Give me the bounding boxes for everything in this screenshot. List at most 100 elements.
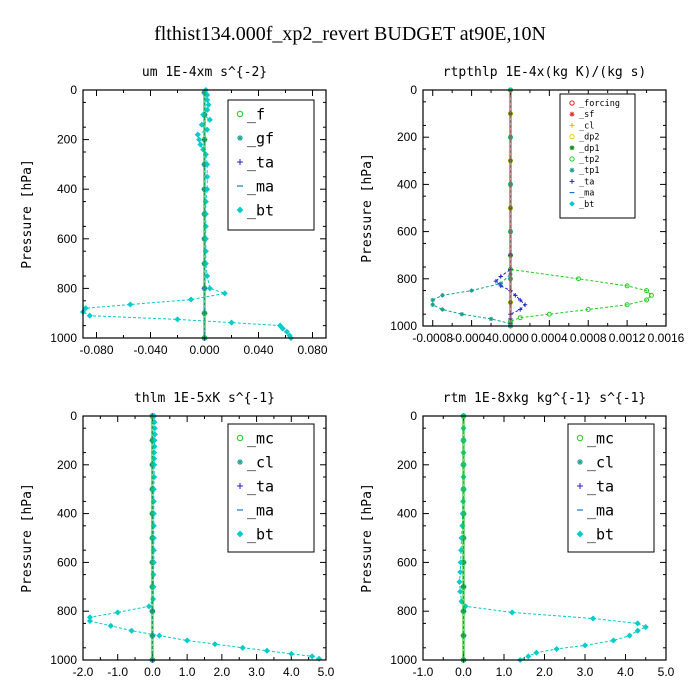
data-point [194, 131, 201, 138]
panel-title: um 1E-4xm s^{-2} [142, 65, 267, 80]
data-point [644, 297, 650, 303]
legend-label: _mc [587, 429, 614, 447]
y-tick-label: 1000 [50, 653, 77, 667]
plot-frame [422, 89, 667, 327]
legend-label: _ta [579, 177, 594, 187]
data-point [498, 283, 503, 289]
y-tick-label: 600 [397, 555, 417, 569]
legend-swatch [569, 200, 575, 207]
data-point [127, 301, 134, 308]
y-tick-label: 400 [397, 177, 417, 191]
data-point [156, 632, 163, 639]
x-tick-label: -0.0008 [412, 331, 453, 345]
legend-swatch [236, 434, 244, 442]
y-axis-label: Pressure [hPa] [20, 159, 35, 269]
data-point [174, 316, 181, 323]
data-point [107, 622, 114, 629]
legend-label: _cl [247, 453, 274, 471]
panel-2: rtpthlp 1E-4x(kg K)/(kg s) Pressure [hPa]… [360, 65, 685, 345]
data-point [114, 609, 121, 616]
y-tick-label: 800 [397, 604, 417, 618]
legend-swatch [576, 434, 584, 442]
legend-swatch [236, 110, 244, 118]
data-point [440, 293, 445, 298]
legend-label: _mc [247, 429, 274, 447]
x-tick-label: -0.080 [79, 343, 113, 357]
y-tick-label: 600 [57, 232, 77, 246]
x-tick-label: 0.0008 [570, 331, 607, 345]
series-line [458, 416, 648, 661]
legend: _forcing_sf_cl _dp2_dp1_tp2_tp1_ta _ma_bt [559, 93, 636, 219]
data-point [546, 311, 552, 317]
y-tick-label: 200 [57, 458, 77, 472]
legend-label: _ma [587, 501, 614, 519]
legend-swatch [569, 133, 575, 140]
legend-item-ma: _ma [237, 177, 274, 195]
legend-item-tp1: _tp1 [569, 166, 599, 176]
data-point [206, 116, 213, 123]
data-point [585, 307, 591, 312]
x-tick-label: 4.0 [283, 665, 300, 679]
x-tick-label: 0.0 [455, 665, 472, 679]
data-point [488, 316, 494, 322]
legend-label: _tp2 [579, 155, 599, 165]
legend-item-dp1: _dp1 [569, 144, 599, 154]
data-point [263, 647, 271, 654]
series-tp1 [430, 87, 513, 329]
data-point [642, 624, 649, 631]
y-tick-label: 1000 [50, 331, 77, 345]
legend-swatch [569, 156, 575, 162]
legend-label: _cl [579, 121, 594, 131]
legend-swatch [577, 459, 583, 465]
data-point [430, 302, 435, 307]
x-tick-label: -0.040 [133, 343, 167, 357]
legend-item-dp2: _dp2 [569, 133, 599, 143]
data-point [517, 315, 523, 321]
data-point [576, 276, 582, 282]
data-point [430, 297, 435, 303]
legend-label: _ma [579, 189, 594, 199]
panel-4: rtm 1E-8xkg kg^{-1} s^{-1} Pressure [hPa]… [360, 391, 675, 679]
data-point [610, 637, 617, 644]
data-point [590, 615, 597, 622]
y-tick-label: 600 [397, 225, 417, 239]
data-point [498, 281, 503, 286]
data-point [457, 569, 464, 576]
legend-item-bt: _bt [569, 200, 594, 210]
data-point [624, 302, 630, 308]
legend-swatch [236, 206, 244, 214]
plot-frame [82, 89, 327, 339]
data-point [239, 644, 246, 651]
legend-label: _ta [247, 153, 274, 171]
legend-item-ta: _ta [237, 477, 274, 495]
panel-3: thlm 1E-5xK s^{-1} Pressure [hPa] 0 200 400 6… [20, 391, 335, 679]
x-tick-label: 0.0004 [531, 331, 568, 345]
legend-label: _bt [579, 200, 594, 210]
y-tick-label: 0 [410, 83, 417, 97]
x-tick-label: 1.0 [179, 665, 196, 679]
legend: _mc _cl _ta _ma _bt [227, 423, 315, 553]
data-point [626, 632, 633, 639]
legend-swatch [237, 483, 243, 489]
legend-label: _tp1 [579, 166, 599, 176]
legend-label: _cl [587, 453, 614, 471]
legend-item-ta: _ta [577, 477, 614, 495]
x-tick-label: 4.0 [617, 665, 634, 679]
legend-swatch [576, 530, 584, 538]
y-tick-label: 800 [397, 272, 417, 286]
y-tick-label: 800 [57, 281, 77, 295]
legend-swatch [569, 179, 575, 184]
legend-label: _ta [587, 477, 614, 495]
y-tick-label: 400 [397, 507, 417, 521]
plot-frame [82, 415, 327, 661]
legend-item-ta: _ta [237, 153, 274, 171]
legend-label: _f [247, 105, 265, 123]
y-tick-label: 0 [70, 409, 77, 423]
data-point [86, 617, 93, 624]
data-point [456, 578, 463, 585]
legend-item-ta: _ta [569, 177, 594, 187]
data-point [283, 328, 290, 335]
data-point [624, 283, 630, 289]
y-tick-label: 0 [70, 83, 77, 97]
